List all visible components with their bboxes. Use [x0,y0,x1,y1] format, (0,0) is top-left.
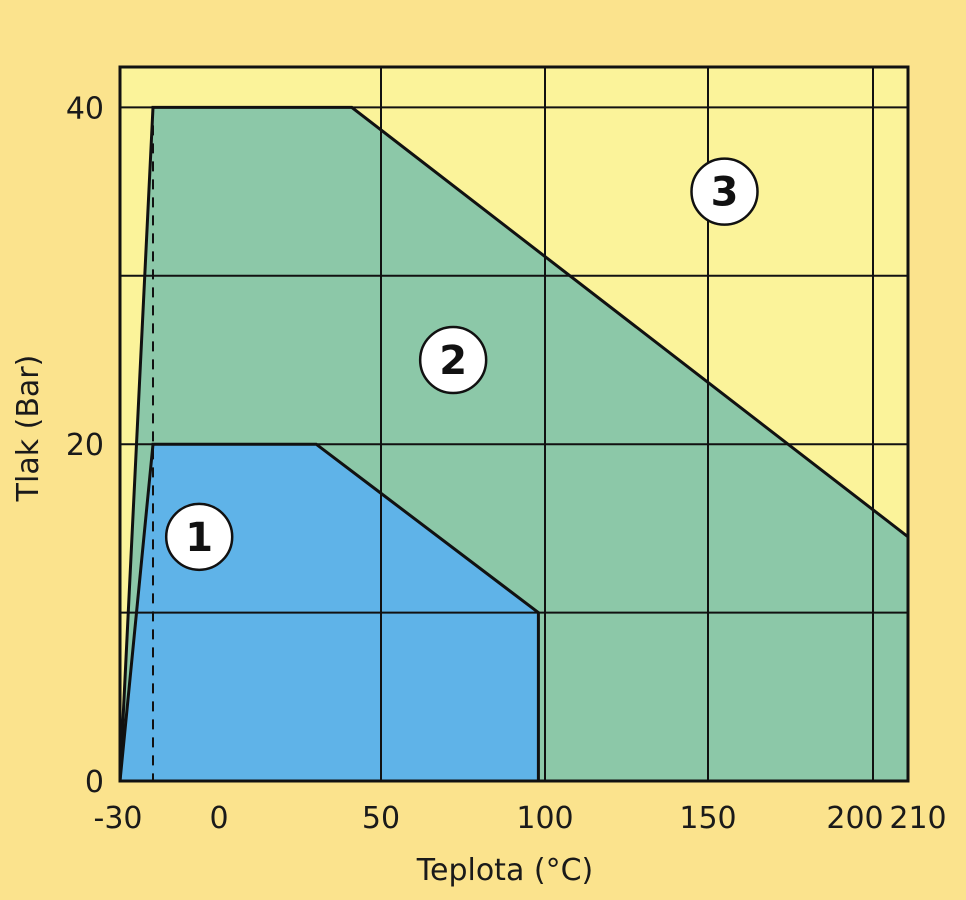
region-marker-circle [164,502,234,572]
region-1-label: 1 [185,515,213,561]
region-marker-circle [418,325,488,395]
x-tick-label: 0 [209,801,228,836]
x-tick-label: 200 [826,801,883,836]
x-tick-label: 210 [889,801,946,836]
y-tick-label: 0 [85,765,104,800]
x-tick-label: -30 [94,801,143,836]
x-tick-label: 150 [679,801,736,836]
region-2-label: 2 [439,338,467,384]
x-tick-label: 50 [362,801,400,836]
x-axis-title: Teplota (°C) [416,853,593,888]
region-2-marker: 2 [418,325,488,395]
region-1-boundary [118,442,540,782]
region-1-marker: 1 [164,502,234,572]
region-3-marker: 3 [690,157,759,226]
y-tick-label: 40 [66,91,104,126]
y-tick-label: 20 [66,428,104,463]
region-3-label: 3 [711,170,739,216]
region-marker-circle [690,157,759,226]
x-tick-label: 100 [516,801,573,836]
plot-frame [118,65,910,783]
y-axis-title: Tlak (Bar) [11,355,46,503]
